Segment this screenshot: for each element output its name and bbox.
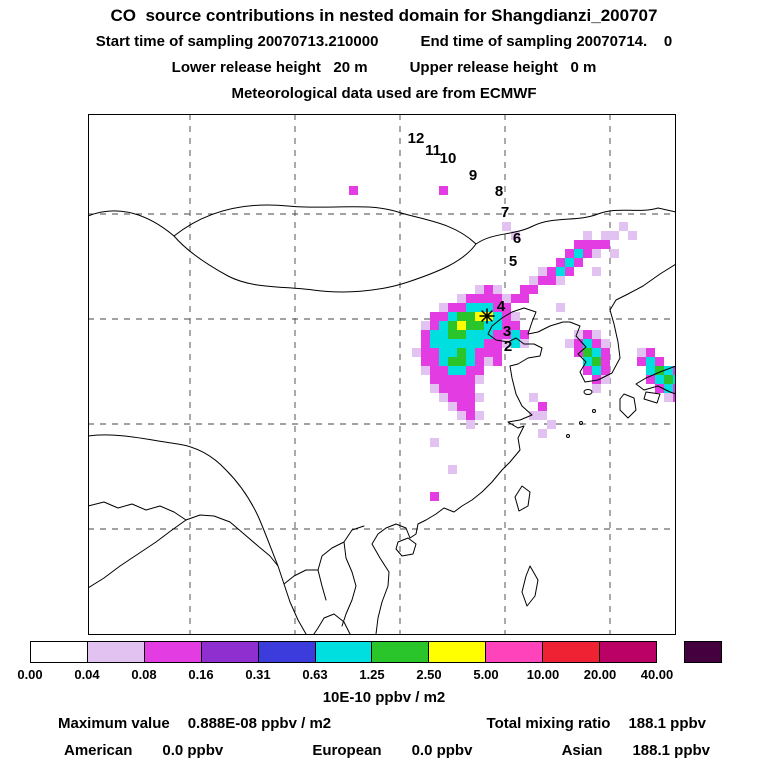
colorbar-tick-label: 0.00	[17, 667, 43, 682]
release-height-line: Lower release height 20 m Upper release …	[0, 59, 768, 76]
european-contribution: European 0.0 ppbv	[312, 742, 472, 759]
svg-text:4: 4	[497, 298, 506, 315]
european-value: 0.0 ppbv	[411, 742, 473, 759]
colorbar-segment	[201, 642, 259, 662]
colorbar-segment	[258, 642, 316, 662]
summary-line: Maximum value 0.888E-08 ppbv / m2 Total …	[0, 715, 768, 732]
colorbar-segment	[144, 642, 202, 662]
start-time-text: Start time of sampling 20070713.210000	[95, 33, 379, 50]
upper-release-text: Upper release height 0 m	[409, 59, 597, 76]
colorbar-tick-label: 40.00	[640, 667, 674, 682]
page-title: CO source contributions in nested domain…	[110, 6, 658, 25]
colorbar-segment	[600, 642, 656, 662]
asian-contribution: Asian 188.1 ppbv	[562, 742, 710, 759]
svg-text:2: 2	[504, 338, 512, 355]
european-label: European	[312, 742, 382, 759]
total-mixing-ratio-group: Total mixing ratio 188.1 ppbv	[487, 715, 706, 732]
region-contributions-line: American 0.0 ppbv European 0.0 ppbv Asia…	[0, 742, 768, 759]
maximum-value-label: Maximum value	[58, 715, 170, 732]
colorbar-tick-label: 0.08	[131, 667, 157, 682]
total-mixing-ratio-value: 188.1 ppbv	[628, 715, 706, 732]
svg-text:9: 9	[469, 167, 477, 184]
asian-label: Asian	[561, 742, 603, 759]
colorbar-tick-label: 0.04	[74, 667, 100, 682]
colorbar-tick-label: 0.16	[188, 667, 214, 682]
colorbar-segment	[315, 642, 373, 662]
map-figure: 12 11 10 9 8 7 6 5 4 3 2	[87, 114, 682, 635]
colorbar-segment	[543, 642, 601, 662]
colorbar-tick-label: 0.63	[302, 667, 328, 682]
asian-value: 188.1 ppbv	[632, 742, 710, 759]
svg-text:5: 5	[509, 253, 517, 270]
colorbar-segment	[372, 642, 430, 662]
svg-text:6: 6	[513, 230, 521, 247]
svg-text:12: 12	[408, 130, 425, 147]
colorbar-tick-label: 20.00	[583, 667, 617, 682]
map-border	[88, 114, 676, 635]
american-value: 0.0 ppbv	[162, 742, 224, 759]
sampling-time-line: Start time of sampling 20070713.210000 E…	[0, 33, 768, 50]
colorbar-segment	[31, 642, 88, 662]
coastline-layer	[87, 204, 677, 635]
colorbar-segment	[486, 642, 544, 662]
svg-text:7: 7	[501, 204, 509, 221]
meteorology-line: Meteorological data used are from ECMWF	[231, 85, 537, 102]
colorbar-tick-label: 1.25	[359, 667, 385, 682]
colorbar-ticks: 0.00 0.04 0.08 0.16 0.31 0.63 1.25 2.50 5.00 10.0…	[0, 667, 768, 683]
colorbar-tick-label: 2.50	[416, 667, 442, 682]
total-mixing-ratio-label: Total mixing ratio	[486, 715, 611, 732]
maximum-value: 0.888E-08 ppbv / m2	[187, 715, 332, 732]
colorbar-tick-label: 10.00	[526, 667, 560, 682]
colorbar-units-label: 10E-10 ppbv / m2	[322, 689, 446, 706]
lower-release-text: Lower release height 20 m	[171, 59, 368, 76]
svg-text:3: 3	[503, 323, 511, 340]
end-time-text: End time of sampling 20070714. 0	[420, 33, 673, 50]
american-label: American	[64, 742, 133, 759]
svg-text:11: 11	[425, 142, 441, 159]
colorbar	[30, 641, 657, 663]
colorbar-segment	[87, 642, 145, 662]
colorbar-segment	[429, 642, 487, 662]
colorbar-overflow-patch	[684, 641, 722, 663]
colorbar-tick-label: 0.31	[245, 667, 271, 682]
svg-text:8: 8	[495, 183, 503, 200]
svg-text:10: 10	[440, 150, 457, 167]
receptor-star-icon	[479, 308, 495, 324]
colorbar-tick-label: 5.00	[473, 667, 499, 682]
maximum-value-group: Maximum value 0.888E-08 ppbv / m2	[58, 715, 331, 732]
colorbar-segments	[31, 642, 656, 662]
gridline-layer	[88, 114, 676, 635]
american-contribution: American 0.0 ppbv	[64, 742, 223, 759]
